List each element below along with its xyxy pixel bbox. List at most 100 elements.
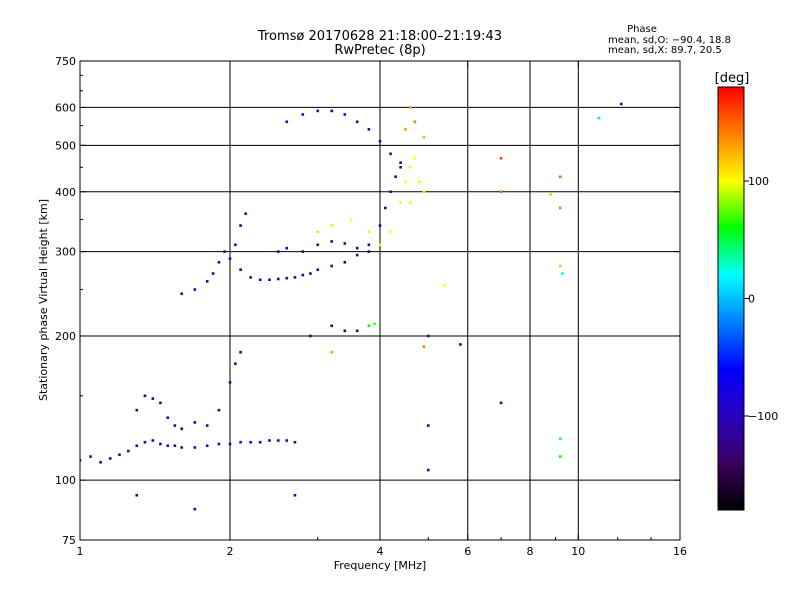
x-axis-ticks: 1 2 4 6 8 10 16: [77, 61, 687, 558]
data-point: [211, 272, 215, 275]
data-point: [408, 165, 412, 169]
x-tick-label: 1: [77, 545, 84, 558]
data-point: [378, 224, 382, 227]
y-tick-label: 75: [62, 534, 76, 547]
data-point: [234, 243, 237, 247]
colorbar-unit-label: [deg]: [715, 71, 750, 86]
data-point: [285, 276, 289, 280]
data-point: [558, 175, 562, 179]
data-point: [151, 397, 155, 400]
data-point: [367, 250, 371, 253]
data-point: [193, 288, 197, 291]
data-point: [367, 324, 371, 328]
data-point: [249, 440, 252, 444]
data-point: [99, 460, 102, 464]
data-point: [276, 250, 280, 253]
data-point: [316, 268, 320, 272]
data-point: [378, 139, 382, 143]
data-point: [394, 175, 397, 179]
data-point: [418, 180, 421, 183]
data-point: [205, 444, 209, 448]
data-point: [343, 260, 347, 264]
phase-stats-x: mean, sd,X: 89.7, 20.5: [608, 45, 722, 56]
data-point: [413, 120, 417, 124]
data-point: [558, 206, 562, 210]
data-point: [223, 250, 226, 253]
data-point: [367, 230, 371, 234]
data-point: [408, 106, 412, 109]
y-axis-ticks: 75 100 200 300 400 500 600 750: [55, 55, 680, 547]
data-point: [330, 324, 334, 328]
data-point: [285, 246, 289, 250]
data-point: [426, 468, 430, 472]
data-point: [301, 250, 305, 253]
data-point: [180, 292, 184, 296]
data-point: [499, 156, 503, 160]
x-tick-label: 8: [527, 545, 534, 558]
data-point: [239, 224, 242, 227]
data-point: [422, 135, 426, 139]
data-point: [126, 449, 130, 453]
data-point: [135, 408, 139, 412]
data-point: [343, 242, 347, 245]
data-point: [399, 165, 402, 169]
data-point: [234, 362, 237, 366]
data-point: [355, 253, 359, 257]
data-point: [143, 394, 147, 398]
data-point: [343, 329, 347, 333]
data-point: [268, 278, 271, 282]
data-point: [173, 424, 177, 427]
data-point: [330, 109, 334, 113]
data-point: [205, 424, 209, 427]
data-point: [316, 230, 320, 234]
data-point: [330, 224, 334, 227]
data-point: [373, 322, 376, 326]
data-point: [268, 439, 271, 442]
data-point: [193, 507, 197, 511]
data-point: [426, 424, 430, 427]
data-point: [413, 156, 417, 160]
y-tick-label: 300: [55, 246, 76, 259]
data-point: [285, 120, 289, 124]
data-point: [293, 276, 297, 279]
data-point: [389, 152, 392, 156]
data-point: [89, 455, 92, 458]
phase-stats-o: mean, sd,O: −90.4, 18.8: [608, 35, 731, 46]
data-point: [316, 243, 320, 247]
gridlines: [80, 61, 680, 540]
x-tick-label: 10: [571, 545, 585, 558]
data-point: [620, 102, 623, 106]
y-axis-label: Stationary phase Virtual Height [km]: [37, 199, 50, 401]
data-point: [285, 439, 289, 442]
data-point: [561, 272, 564, 275]
data-point: [217, 260, 221, 264]
data-point: [330, 350, 334, 354]
data-point: [378, 243, 382, 247]
plot-area: 1 2 4 6 8 10 16 75 100 200 300 400 500 600 750: [55, 55, 687, 558]
data-point: [367, 128, 371, 131]
data-point: [258, 278, 262, 282]
data-point: [217, 408, 221, 412]
y-tick-label: 400: [55, 186, 76, 199]
data-point: [443, 284, 447, 287]
x-tick-label: 4: [377, 545, 384, 558]
data-point: [276, 277, 280, 281]
data-point: [499, 401, 503, 405]
data-point: [80, 459, 82, 462]
data-point: [143, 440, 147, 444]
data-point: [459, 343, 462, 346]
data-point: [159, 442, 162, 446]
data-point: [399, 161, 402, 164]
data-point: [389, 230, 392, 234]
data-point: [239, 268, 242, 272]
data-point: [293, 440, 297, 444]
data-point: [217, 442, 221, 446]
x-tick-label: 16: [673, 545, 687, 558]
data-point: [293, 493, 297, 497]
data-point: [549, 193, 552, 196]
data-point: [408, 201, 412, 204]
data-point: [180, 427, 184, 431]
colorbar: [deg] 100 0 −100: [715, 71, 778, 511]
data-point: [244, 212, 247, 215]
data-point: [316, 109, 320, 113]
